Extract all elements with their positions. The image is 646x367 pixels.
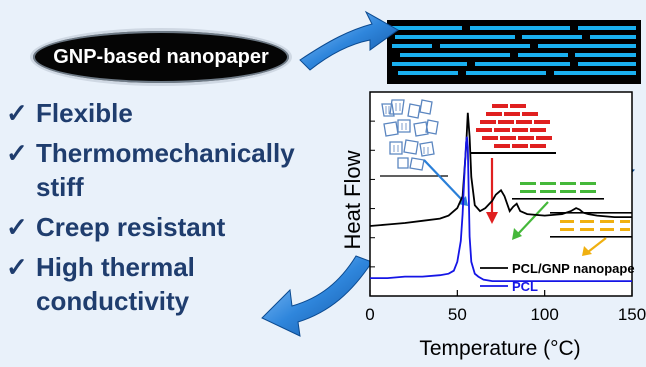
stacked-lamellae-orange-illustration [550, 212, 632, 238]
series-layer [369, 112, 632, 282]
feature-item: ✓ Creep resistant [6, 210, 326, 244]
nanopaper-title-banner: GNP-based nanopaper [30, 28, 292, 86]
stacked-lamellae-green-illustration [512, 182, 604, 200]
check-icon: ✓ [6, 212, 28, 242]
feature-item: ✓ Flexible [6, 96, 326, 130]
feature-item: ✓ Thermomechanically stiff [6, 136, 326, 204]
check-icon: ✓ [6, 252, 28, 282]
series-line-1 [370, 136, 632, 282]
feature-text: Creep resistant [36, 212, 226, 242]
feature-text: Flexible [36, 98, 133, 128]
y-axis-label: Heat Flow [340, 150, 365, 249]
x-axis-label: Temperature (°C) [419, 337, 580, 360]
plot-axes [369, 91, 633, 297]
stacked-lamellae-red-illustration [470, 104, 556, 154]
curved-arrow-icon [261, 255, 373, 337]
curved-arrow-icon [299, 10, 399, 71]
pcl-crystal-illustration [380, 99, 448, 177]
legend: PCL/GNP nanopape PCL [480, 261, 635, 294]
legend-label-composite: PCL/GNP nanopape [512, 261, 635, 276]
check-icon: ✓ [6, 138, 28, 168]
check-icon: ✓ [6, 98, 28, 128]
x-tick-label: 150 [618, 305, 646, 324]
annotation-arrows [423, 158, 607, 256]
x-tick-label: 0 [365, 305, 374, 324]
nanopaper-stack-illustration [387, 20, 641, 84]
feature-text: Thermomechanically stiff [36, 138, 295, 202]
x-tick-label: 100 [530, 305, 558, 324]
series-line-0 [369, 112, 632, 227]
x-tick-label: 50 [448, 305, 467, 324]
legend-label-pcl: PCL [512, 279, 538, 294]
banner-title: GNP-based nanopaper [53, 45, 269, 68]
feature-item: ✓ High thermal conductivity [6, 250, 326, 318]
feature-list: ✓ Flexible ✓ Thermomechanically stiff ✓ … [6, 96, 326, 318]
feature-text: High thermal conductivity [36, 252, 195, 316]
tick-layer: 0 50 100 150 [365, 120, 646, 324]
